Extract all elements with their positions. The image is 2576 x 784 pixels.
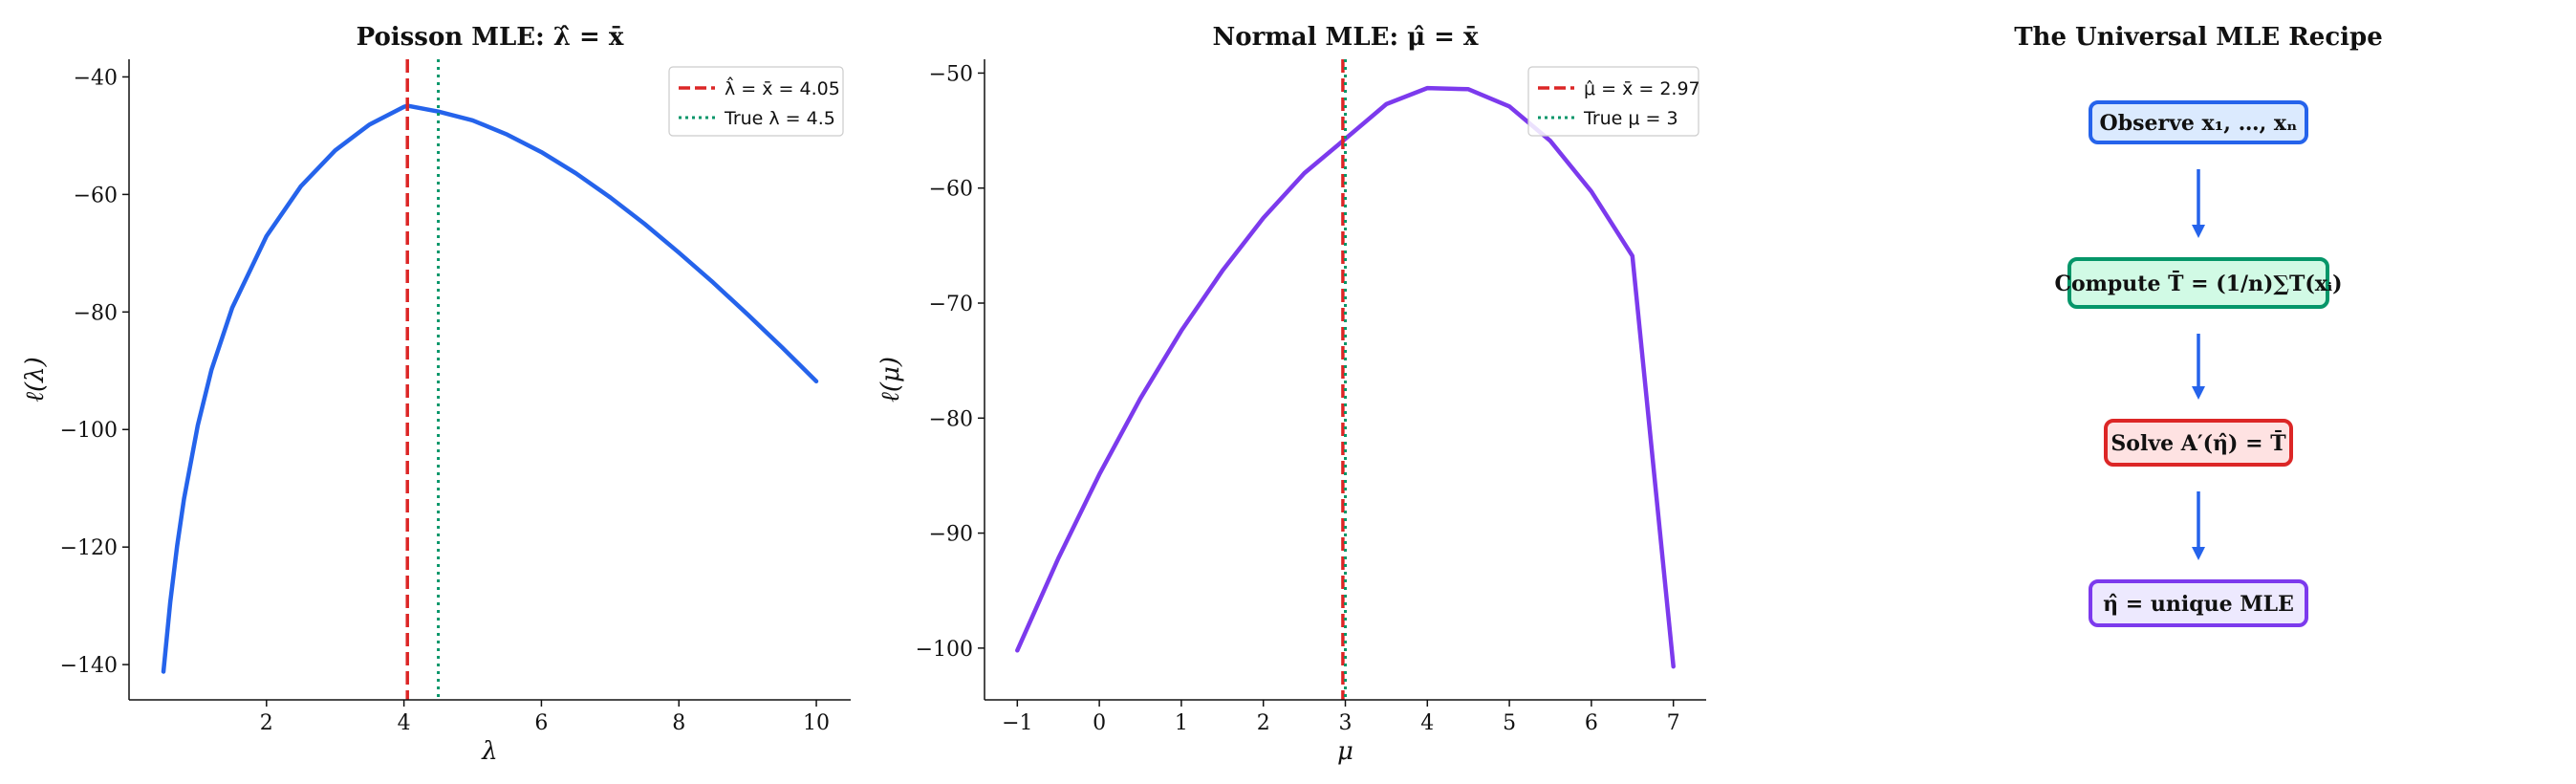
y-tick-label: −100 <box>60 419 118 443</box>
y-tick-label: −100 <box>916 638 973 662</box>
x-tick-label: 4 <box>1420 711 1434 735</box>
recipe-step-4: η̂ = unique MLE <box>2089 579 2308 627</box>
x-tick-label: 3 <box>1339 711 1353 735</box>
recipe-step-2: Compute T̄ = (1/n)∑T(xᵢ) <box>2054 257 2343 309</box>
y-tick-label: −70 <box>929 293 973 316</box>
recipe-step-box <box>2089 579 2308 627</box>
y-tick-label: −120 <box>60 536 118 560</box>
y-tick-label: −140 <box>60 654 118 678</box>
y-tick-label: −50 <box>929 62 973 86</box>
legend-entry: True λ = 4.5 <box>724 108 835 129</box>
flow-arrow-head <box>2192 386 2205 400</box>
flow-arrow-head <box>2192 225 2205 238</box>
x-tick-label: 7 <box>1667 711 1680 735</box>
y-tick-label: −40 <box>74 66 118 90</box>
series-line-1 <box>161 103 819 674</box>
recipe-step-box <box>2067 257 2329 309</box>
recipe-step-3: Solve A′(η̂) = T̄ <box>2104 419 2293 467</box>
recipe-step-label: Solve A′(η̂) = T̄ <box>2111 429 2286 456</box>
legend-entry: True μ = 3 <box>1583 108 1678 129</box>
recipe-step-box <box>2104 419 2293 467</box>
x-axis-label: μ <box>1337 737 1353 766</box>
x-tick-label: 2 <box>1257 711 1270 735</box>
recipe-title: The Universal MLE Recipe <box>2014 23 2383 52</box>
recipe-step-1: Observe x₁, …, xₙ <box>2089 100 2308 144</box>
y-axis-label: ℓ(λ) <box>21 357 50 403</box>
x-tick-label: 6 <box>1585 711 1598 735</box>
recipe-step-label: η̂ = unique MLE <box>2103 592 2294 617</box>
y-tick-label: −80 <box>929 407 973 431</box>
x-tick-label: −1 <box>1002 711 1032 735</box>
recipe-step-label: Observe x₁, …, xₙ <box>2100 111 2298 136</box>
x-tick-label: 10 <box>803 711 830 735</box>
x-axis-label: λ <box>481 737 497 766</box>
mle-recipe-diagram: The Universal MLE Recipe Observe x₁, …, x… <box>2014 23 2383 627</box>
legend: λ̂ = x̄ = 4.05 True λ = 4.5 <box>668 66 844 137</box>
x-tick-label: 8 <box>672 711 685 735</box>
y-axis-label: ℓ(μ) <box>877 357 905 403</box>
chart-2: Normal MLE: μ̂ = x̄ −1 0 1 2 3 4 5 6 7 −100 −90 −80 −… <box>877 23 1706 766</box>
x-tick-label: 4 <box>398 711 411 735</box>
legend-entry: λ̂ = x̄ = 4.05 <box>725 76 840 99</box>
x-tick-label: 1 <box>1175 711 1188 735</box>
y-tick-label: −90 <box>929 523 973 547</box>
recipe-step-label: Compute T̄ = (1/n)∑T(xᵢ) <box>2054 270 2342 296</box>
y-tick-label: −60 <box>74 184 118 207</box>
chart-title: Normal MLE: μ̂ = x̄ <box>1212 23 1479 52</box>
x-tick-label: 6 <box>534 711 548 735</box>
x-tick-label: 5 <box>1503 711 1516 735</box>
flow-arrow-head <box>2192 547 2205 560</box>
chart-1: Poisson MLE: λ̂ = x̄ 2 4 6 8 10 −140 −120 −100 −8… <box>21 23 851 766</box>
legend-box <box>1527 66 1699 137</box>
x-tick-label: 2 <box>260 711 273 735</box>
y-tick-label: −60 <box>929 178 973 202</box>
recipe-step-box <box>2089 100 2308 144</box>
x-tick-label: 0 <box>1093 711 1106 735</box>
chart-title: Poisson MLE: λ̂ = x̄ <box>357 23 624 52</box>
legend-entry: μ̂ = x̄ = 2.97 <box>1584 78 1700 99</box>
y-tick-label: −80 <box>74 301 118 325</box>
legend: μ̂ = x̄ = 2.97 True μ = 3 <box>1527 66 1700 137</box>
